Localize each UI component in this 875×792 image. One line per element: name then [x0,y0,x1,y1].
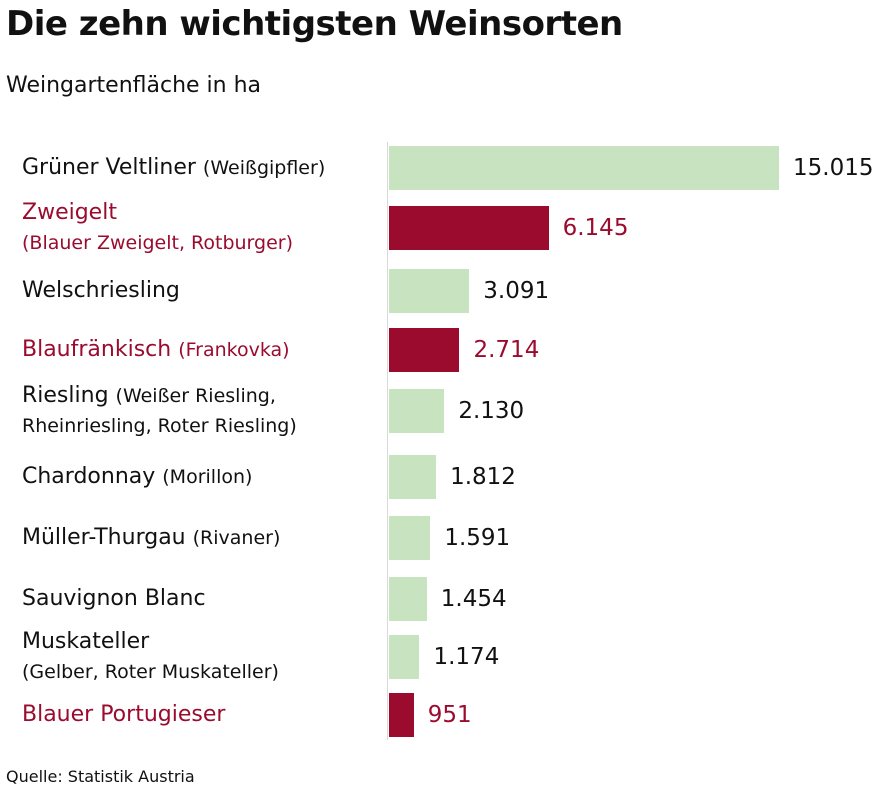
bar-value-label: 1.174 [433,644,500,670]
bar [389,389,445,433]
category-name: Muskateller [22,629,150,654]
category-name: Blauer Portugieser [22,702,226,727]
bar [389,146,779,190]
category-alias: (Rivaner) [192,527,281,549]
bar [389,516,431,560]
category-alias: (Gelber, Roter Muskateller) [22,661,279,683]
bar-value-label: 1.591 [444,525,511,551]
bar [389,206,549,250]
category-alias: (Weißer Riesling, Rheinriesling, Roter R… [22,385,297,437]
bar-value-label: 6.145 [562,215,629,241]
bar-value-label: 1.812 [450,464,516,490]
bar-value-label: 2.714 [473,337,540,363]
bar [389,269,470,313]
category-alias: (Frankovka) [178,339,290,361]
category-label: Blauer Portugieser [22,700,382,730]
category-label: Müller-Thurgau (Rivaner) [22,523,382,553]
category-label: Muskateller (Gelber, Roter Muskateller) [22,627,382,687]
bar [389,635,420,679]
chart-subtitle: Weingartenfläche in ha [6,73,262,98]
category-name: Müller-Thurgau [22,525,186,550]
category-alias: (Weißgipfler) [202,157,326,179]
bar-value-label: 951 [427,702,472,728]
source-note: Quelle: Statistik Austria [6,767,195,786]
category-name: Chardonnay [22,464,156,489]
bar [389,455,437,499]
category-label: Welschriesling [22,276,382,306]
bar [389,693,414,737]
category-name: Sauvignon Blanc [22,586,206,611]
chart-title: Die zehn wichtigsten Weinsorten [6,4,623,44]
category-label: Chardonnay (Morillon) [22,462,382,492]
category-name: Riesling [22,383,109,408]
bar-value-label: 2.130 [458,398,525,424]
value-axis-baseline [387,142,388,740]
bar [389,328,460,372]
category-label: Grüner Veltliner (Weißgipfler) [22,153,382,183]
category-label: Blaufränkisch (Frankovka) [22,335,382,365]
category-label: Sauvignon Blanc [22,584,382,614]
category-name: Blaufränkisch [22,337,172,362]
category-name: Welschriesling [22,278,180,303]
category-alias: (Blauer Zweigelt, Rotburger) [22,232,294,254]
category-alias: (Morillon) [162,466,253,488]
category-name: Grüner Veltliner [22,155,196,180]
bar-value-label: 15.015 [793,155,874,181]
category-label: Riesling (Weißer Riesling, Rheinriesling… [22,381,382,441]
bar-value-label: 1.454 [440,586,507,612]
bar-value-label: 3.091 [483,278,550,304]
category-name: Zweigelt [22,200,117,225]
category-label: Zweigelt (Blauer Zweigelt, Rotburger) [22,198,382,258]
bar [389,577,427,621]
